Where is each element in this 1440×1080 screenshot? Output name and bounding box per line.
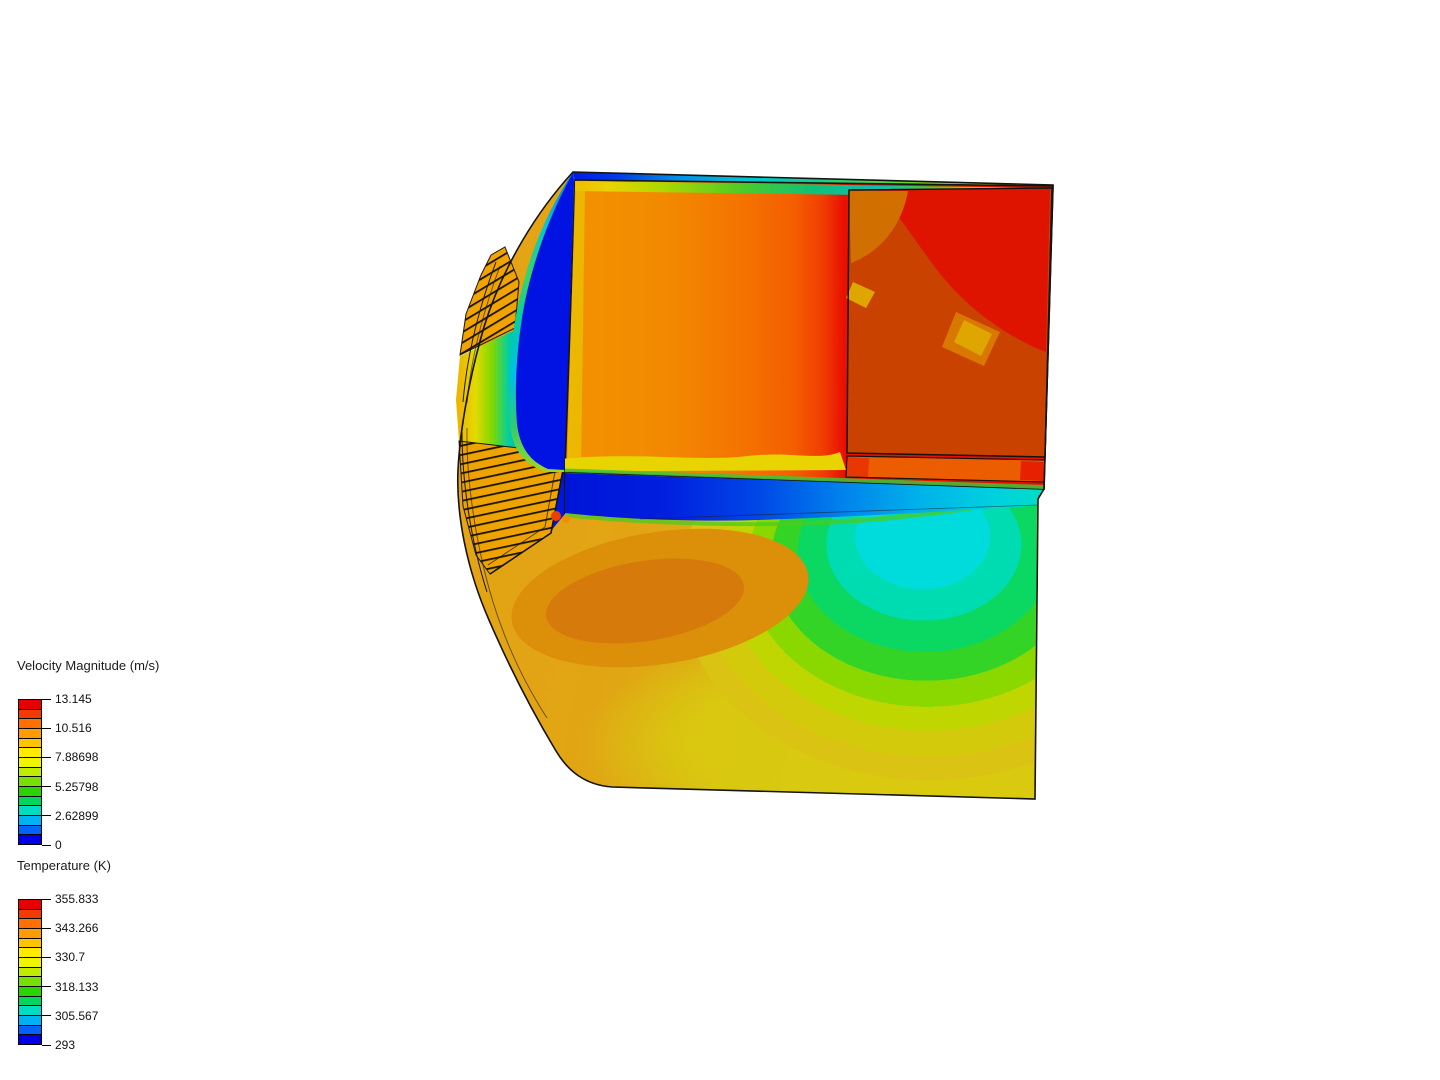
tick-label: 10.516 xyxy=(55,721,92,736)
tick-label: 330.7 xyxy=(55,950,86,965)
colorbar-segment xyxy=(19,719,41,730)
colorbar-segment xyxy=(19,1025,41,1036)
colorbar-tick: 355.833 xyxy=(42,892,98,906)
jet-bottom-contour-line xyxy=(639,504,1039,520)
colorbar-segment xyxy=(19,929,41,939)
tick-label: 5.25798 xyxy=(55,779,99,794)
colorbar-tick: 0 xyxy=(42,838,62,852)
colorbar-segment xyxy=(19,748,41,759)
colorbar-tick: 5.25798 xyxy=(42,780,98,794)
colorbar-segment xyxy=(19,919,41,930)
colorbar-tick: 343.266 xyxy=(42,921,98,935)
temperature-colorbar-ticks: 355.833 343.266 330.7 318.133 305.567 293 xyxy=(42,892,142,1052)
colorbar-tick: 2.62899 xyxy=(42,809,98,823)
inner-component-diamond-2 xyxy=(846,282,875,308)
tick-dash xyxy=(42,927,51,929)
tick-label: 0 xyxy=(55,838,62,852)
colorbar-tick: 7.88698 xyxy=(42,750,98,764)
tick-label: 355.833 xyxy=(55,892,99,906)
tick-dash xyxy=(42,756,51,758)
fin-staircase-edge-inner xyxy=(487,465,557,566)
tick-dash xyxy=(42,727,51,729)
colorbar-segment xyxy=(19,796,41,807)
colorbar-segment xyxy=(19,958,41,968)
tick-label: 343.266 xyxy=(55,921,99,936)
colorbar-segment xyxy=(19,900,41,910)
tick-label: 7.88698 xyxy=(55,750,99,765)
temperature-legend-title: Temperature (K) xyxy=(17,858,111,873)
tick-dash xyxy=(42,898,51,900)
enclosure-left-inner-strip xyxy=(567,186,585,469)
tick-label: 13.145 xyxy=(55,692,92,706)
colorbar-segment xyxy=(19,787,41,797)
tick-dash xyxy=(42,986,51,988)
cfd-model xyxy=(456,171,1054,800)
tick-dash xyxy=(42,844,51,846)
colorbar-segment xyxy=(19,729,41,739)
tick-dash xyxy=(42,956,51,958)
colorbar-tick: 10.516 xyxy=(42,721,92,735)
colorbar-segment xyxy=(19,987,41,997)
enclosure-bottom-green-fringe xyxy=(565,468,1044,489)
colorbar-segment xyxy=(19,948,41,959)
colorbar-tick: 305.567 xyxy=(42,1009,98,1023)
temperature-legend: Temperature (K) 355.833 343.266 330.7 318.1… xyxy=(17,858,142,1052)
tick-label: 318.133 xyxy=(55,979,99,994)
colorbar-segment xyxy=(19,835,41,845)
colorbar-segment xyxy=(19,738,41,749)
fin-staircase-edge xyxy=(489,469,564,575)
temperature-colorbar xyxy=(18,899,42,1045)
inner-component xyxy=(846,187,1053,458)
colorbar-segment xyxy=(19,825,41,836)
stagnant-air-band xyxy=(515,173,574,470)
colorbar-segment xyxy=(19,967,41,978)
velocity-legend-title: Velocity Magnitude (m/s) xyxy=(17,658,160,673)
colorbar-segment xyxy=(19,777,41,788)
colorbar-segment xyxy=(19,909,41,920)
colorbar-segment xyxy=(19,700,41,710)
tick-label: 2.62899 xyxy=(55,808,99,823)
hot-spot-near-fins xyxy=(551,511,561,521)
colorbar-tick: 13.145 xyxy=(42,692,92,706)
enclosure-bottom-yellow-band xyxy=(565,452,846,472)
colorbar-segment xyxy=(19,806,41,817)
colorbar-segment xyxy=(19,1006,41,1017)
colorbar-tick: 330.7 xyxy=(42,950,85,964)
inner-component-diamond-inner xyxy=(954,320,992,356)
velocity-colorbar xyxy=(18,699,42,845)
colorbar-segment xyxy=(19,977,41,988)
tick-dash xyxy=(42,815,51,817)
velocity-colorbar-ticks: 13.145 10.516 7.88698 5.25798 2.62899 0 xyxy=(42,692,142,852)
model-silhouette xyxy=(456,171,1054,800)
warm-solid-patch-inner xyxy=(546,558,744,644)
tick-dash xyxy=(42,1044,51,1046)
colorbar-segment xyxy=(19,996,41,1007)
inner-component-orange-patch xyxy=(849,191,908,263)
colorbar-segment xyxy=(19,816,41,826)
colorbar-segment xyxy=(19,767,41,778)
tick-label: 293 xyxy=(55,1038,76,1052)
colorbar-tick: 318.133 xyxy=(42,980,98,994)
velocity-legend: Velocity Magnitude (m/s) 13.145 10.516 7.8… xyxy=(17,658,160,852)
tick-dash xyxy=(42,1015,51,1017)
colorbar-segment xyxy=(19,1016,41,1026)
colorbar-segment xyxy=(19,758,41,768)
colorbar-segment xyxy=(19,1035,41,1045)
colorbar-tick: 293 xyxy=(42,1038,75,1052)
colorbar-segment xyxy=(19,709,41,720)
tick-dash xyxy=(42,698,51,700)
fin-gap-gradient-region xyxy=(456,330,552,452)
tick-label: 305.567 xyxy=(55,1008,99,1023)
colorbar-segment xyxy=(19,938,41,949)
tick-dash xyxy=(42,786,51,788)
hot-spot-near-fins-2 xyxy=(562,515,570,523)
inner-component-base-strip xyxy=(845,455,1046,483)
inner-component-hot-blob xyxy=(878,189,1050,352)
under-jet-green-band xyxy=(565,499,1008,527)
